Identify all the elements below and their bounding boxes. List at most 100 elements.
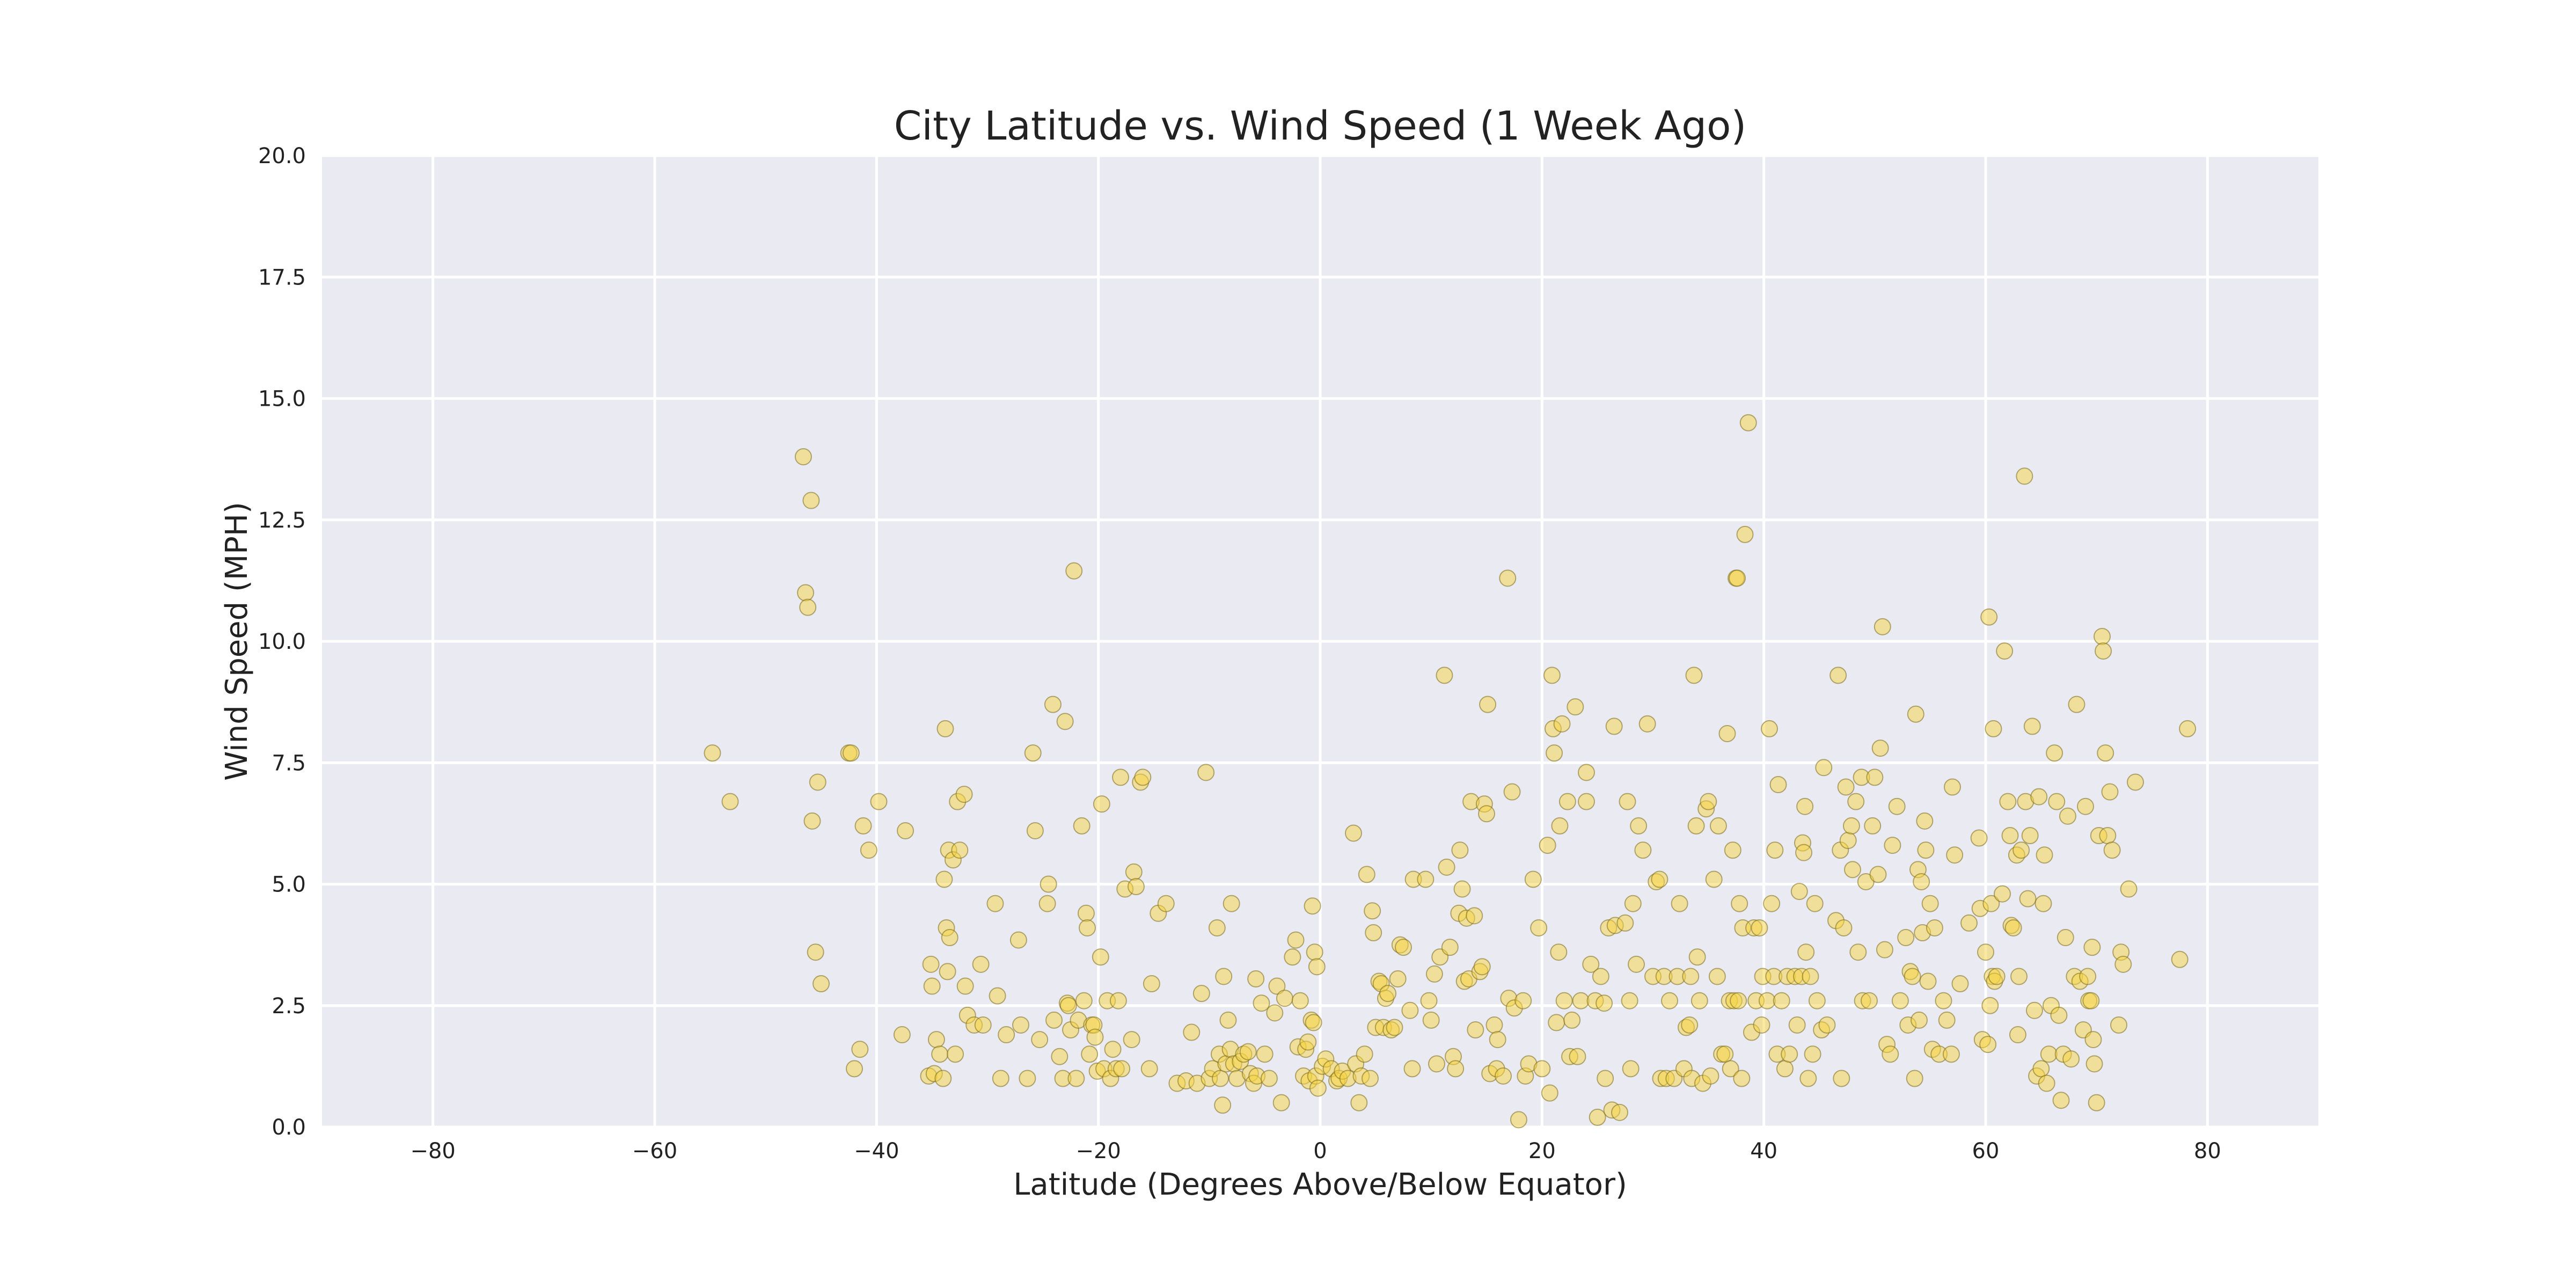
data-point [1616,914,1634,932]
data-point [989,987,1006,1005]
data-point [1619,793,1636,810]
chart-title: City Latitude vs. Wind Speed (1 Week Ago… [894,103,1747,149]
data-point [2038,1074,2055,1092]
data-point [2035,895,2052,912]
data-point [2057,929,2074,947]
data-point [1364,902,1381,920]
data-point [1705,870,1723,888]
data-point [1882,1045,1899,1063]
data-point [1495,1067,1512,1085]
data-point [1425,965,1443,983]
data-point [1844,861,1861,879]
data-point [1733,1070,1751,1087]
data-point [2084,1031,2102,1049]
data-point [2046,744,2063,762]
data-point [1970,829,1988,847]
data-point [1839,832,1857,850]
data-point [1065,562,1083,580]
data-point [941,929,958,947]
x-tick-label: −80 [410,1139,455,1163]
data-point [956,977,974,995]
data-point [974,1016,992,1034]
data-point [1797,943,1815,961]
data-point [1038,895,1056,912]
data-point [1012,1016,1029,1034]
data-point [2023,718,2041,735]
data-point [1700,793,1717,810]
data-point [1891,992,1909,1009]
data-point [1287,931,1305,949]
y-tick-label: 7.5 [272,751,306,775]
data-point [1044,696,1062,713]
data-point [2083,939,2101,956]
data-point [1751,919,1768,936]
data-point [2016,467,2033,485]
data-point [1651,870,1668,888]
data-point [1802,968,1819,985]
data-point [927,1031,945,1049]
data-point [1884,837,1901,854]
data-point [1869,866,1887,883]
data-point [851,1041,869,1058]
data-point [1539,837,1556,854]
x-tick-label: 60 [1972,1139,2000,1163]
data-point [1441,939,1459,956]
data-point [1781,1045,1798,1063]
data-point [1284,948,1301,966]
data-point [2010,968,2028,985]
data-point [1849,943,1867,961]
data-point [1157,895,1175,912]
data-point [1291,992,1309,1009]
data-point [1681,1016,1699,1034]
data-point [1985,720,2002,737]
data-point [1907,705,1924,723]
data-point [1524,870,1542,888]
data-point [1988,968,2006,985]
data-point [1687,817,1705,835]
data-point [1514,992,1532,1009]
data-point [1795,844,1813,861]
y-tick-label: 2.5 [272,994,306,1019]
data-point [1960,914,1978,932]
y-tick-label: 17.5 [258,265,306,290]
data-point [1479,696,1497,713]
data-point [1911,1011,1928,1029]
data-point [813,975,830,993]
data-point [1753,1016,1770,1034]
data-point [1731,895,1748,912]
data-point [1926,919,1943,936]
data-point [1578,764,1595,781]
data-point [1942,1045,1960,1063]
data-point [1092,948,1109,966]
data-point [2040,1045,2058,1063]
x-tick-labels: −80 −60 −40 −20 0 20 40 60 80 [410,1139,2221,1163]
data-point [1605,718,1623,735]
data-point [1379,985,1397,1002]
data-point [1276,990,1293,1007]
data-point [1306,943,1323,961]
data-point [1436,667,1453,684]
data-point [1736,525,1754,543]
data-point [1420,992,1438,1009]
data-point [1572,992,1590,1009]
data-point [2079,968,2097,985]
data-point [951,841,969,859]
data-point [809,773,826,791]
data-point [1622,1060,1640,1078]
data-point [2019,890,2037,908]
data-point [1582,955,1600,973]
data-point [2036,846,2053,864]
data-point [1009,931,1027,949]
data-point [1266,1004,1284,1022]
data-point [1362,1070,1379,1087]
data-point [1685,667,1703,684]
data-point [1365,924,1382,941]
data-point [1533,1060,1551,1078]
data-point [1499,569,1517,587]
data-point [2021,827,2039,844]
data-point [2050,1006,2068,1024]
data-point [704,744,721,762]
data-point [1056,713,1074,730]
data-point [1982,895,2000,912]
data-point [1530,919,1548,936]
